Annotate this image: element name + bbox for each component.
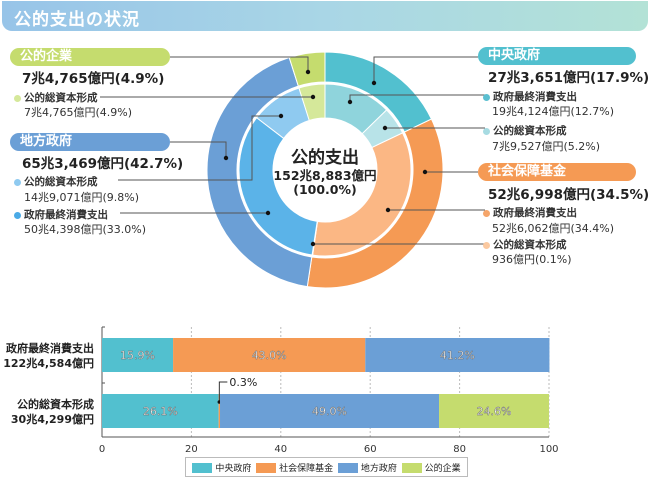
x-tick-label: 40 xyxy=(274,444,287,455)
bar-data-label: 43.0% xyxy=(252,349,287,362)
bar-data-label: 26.1% xyxy=(143,405,178,418)
value-central-consumption: 19兆4,124億円(12.7%) xyxy=(492,105,615,118)
leader-line xyxy=(373,56,478,83)
leader-dot xyxy=(347,99,353,105)
bar-segment-social xyxy=(218,394,221,428)
donut-outer-slice-enterprise xyxy=(288,51,326,87)
x-tick-label: 80 xyxy=(453,444,466,455)
bullet-icon xyxy=(483,93,490,101)
leader-line xyxy=(170,141,227,158)
value-social: 52兆6,998億円(34.5%) xyxy=(488,187,650,203)
leader-dot xyxy=(385,207,391,213)
chart-legend: 中央政府 社会保障基金 地方政府 公的企業 xyxy=(185,457,468,477)
bar-segment-social xyxy=(173,338,366,372)
value-enterprise: 7兆4,765億円(4.9%) xyxy=(22,71,165,87)
bar-data-label: 0.3% xyxy=(229,376,257,389)
value-social-capital: 936億円(0.1%) xyxy=(492,253,572,266)
donut-center-title: 公的支出 xyxy=(291,148,359,168)
bar-data-label: 15.9% xyxy=(120,349,155,362)
label-enterprise-capital: 公的総資本形成 xyxy=(14,90,98,105)
bar-segment-central xyxy=(102,338,174,372)
bullet-icon xyxy=(14,211,21,219)
bar-category-label: 政府最終消費支出 122兆4,584億円 xyxy=(3,342,94,370)
label-social-capital: 公的総資本形成 xyxy=(483,237,567,252)
bullet-icon xyxy=(483,127,490,135)
bar-data-label: 41.2% xyxy=(440,349,475,362)
label-central-consumption: 政府最終消費支出 xyxy=(483,89,577,104)
label-social-consumption: 政府最終消費支出 xyxy=(483,205,577,220)
label-central: 中央政府 xyxy=(478,47,636,65)
bullet-icon xyxy=(14,94,21,102)
value-enterprise-capital: 7兆4,765億円(4.9%) xyxy=(24,106,133,119)
leader-dot xyxy=(382,125,388,131)
bullet-icon xyxy=(483,241,490,249)
donut-center-value: 152兆8,883億円 xyxy=(273,168,377,183)
bar-segment-enterprise xyxy=(439,394,549,428)
bar-segment-central xyxy=(102,394,219,428)
label-central-capital: 公的総資本形成 xyxy=(483,123,567,138)
leader-line xyxy=(118,115,281,181)
leader-dot xyxy=(310,241,316,247)
leader-line xyxy=(349,94,485,102)
legend-item-central: 中央政府 xyxy=(192,461,251,474)
x-tick-label: 100 xyxy=(539,444,558,455)
leader-dot xyxy=(310,94,316,100)
label-social: 社会保障基金 xyxy=(478,163,636,181)
donut-center-pct: (100.0%) xyxy=(293,182,357,197)
legend-item-local: 地方政府 xyxy=(337,461,397,474)
page-title: 公的支出の状況 xyxy=(14,10,140,30)
legend-item-enterprise: 公的企業 xyxy=(401,461,461,474)
leader-dot xyxy=(278,113,284,119)
value-central: 27兆3,651億円(17.9%) xyxy=(488,70,650,86)
x-tick-label: 60 xyxy=(364,444,377,455)
value-social-consumption: 52兆6,062億円(34.4%) xyxy=(492,222,615,235)
leader-line xyxy=(170,56,309,72)
label-enterprise: 公的企業 xyxy=(10,48,170,66)
legend-item-social: 社会保障基金 xyxy=(256,461,333,474)
bar-data-label: 49.0% xyxy=(312,405,347,418)
bullet-icon xyxy=(483,209,490,217)
leader-dot xyxy=(265,210,271,216)
callout-line xyxy=(218,381,228,402)
leader-dot xyxy=(371,80,377,86)
bullet-icon xyxy=(14,178,21,186)
leader-dot xyxy=(305,69,311,75)
x-tick-label: 20 xyxy=(185,444,198,455)
label-local-consumption: 政府最終消費支出 xyxy=(14,207,108,222)
x-tick-label: 0 xyxy=(99,444,105,455)
label-local-capital: 公的総資本形成 xyxy=(14,174,98,189)
value-central-capital: 7兆9,527億円(5.2%) xyxy=(492,140,601,153)
leader-dot xyxy=(422,169,428,175)
value-local-capital: 14兆9,071億円(9.8%) xyxy=(24,191,140,204)
bar-segment-local xyxy=(220,394,440,428)
donut-inner-slice-enterprise xyxy=(298,83,326,122)
bar-segment-local xyxy=(365,338,550,372)
value-local: 65兆3,469億円(42.7%) xyxy=(22,156,184,172)
bar-category-label: 公的総資本形成 30兆4,299億円 xyxy=(10,398,94,426)
bar-data-label: 24.6% xyxy=(477,405,512,418)
leader-dot xyxy=(223,155,229,161)
label-local: 地方政府 xyxy=(10,133,170,151)
header-banner: 公的支出の状況 xyxy=(2,1,648,31)
value-local-consumption: 50兆4,398億円(33.0%) xyxy=(24,223,147,236)
donut-inner-slice-social xyxy=(312,132,412,257)
